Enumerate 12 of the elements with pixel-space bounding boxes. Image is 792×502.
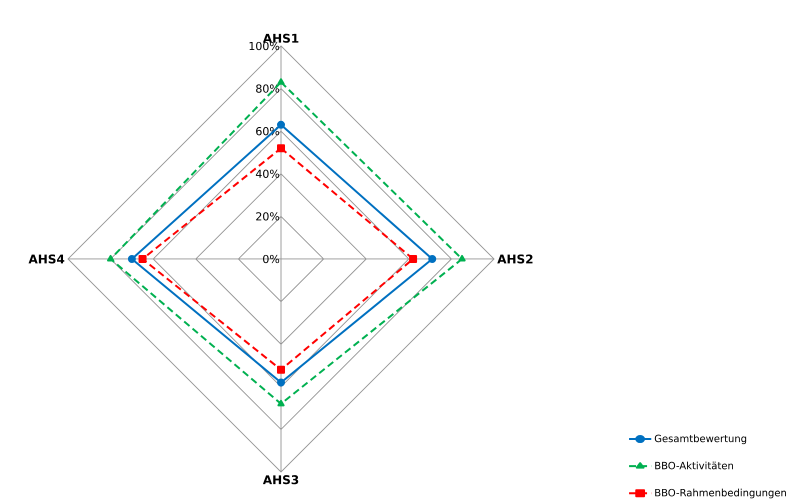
y-tick-label: 80% bbox=[256, 84, 280, 93]
y-tick-label: 20% bbox=[256, 212, 280, 221]
spoke-label: AHS2 bbox=[497, 254, 532, 264]
y-tick-label: 100% bbox=[250, 42, 280, 50]
legend-label: BBO-Rahmenbedingungen bbox=[655, 488, 786, 498]
legend-label: BBO-Aktivitäten bbox=[655, 462, 733, 470]
y-tick-label: 0% bbox=[263, 254, 280, 264]
spoke-label: AHS1 bbox=[262, 34, 298, 43]
spoke-label: AHS3 bbox=[262, 475, 298, 484]
legend-label: Gesamtbewertung bbox=[654, 434, 746, 444]
y-tick-label: 40% bbox=[256, 170, 280, 178]
spoke-label: AHS4 bbox=[28, 254, 64, 264]
